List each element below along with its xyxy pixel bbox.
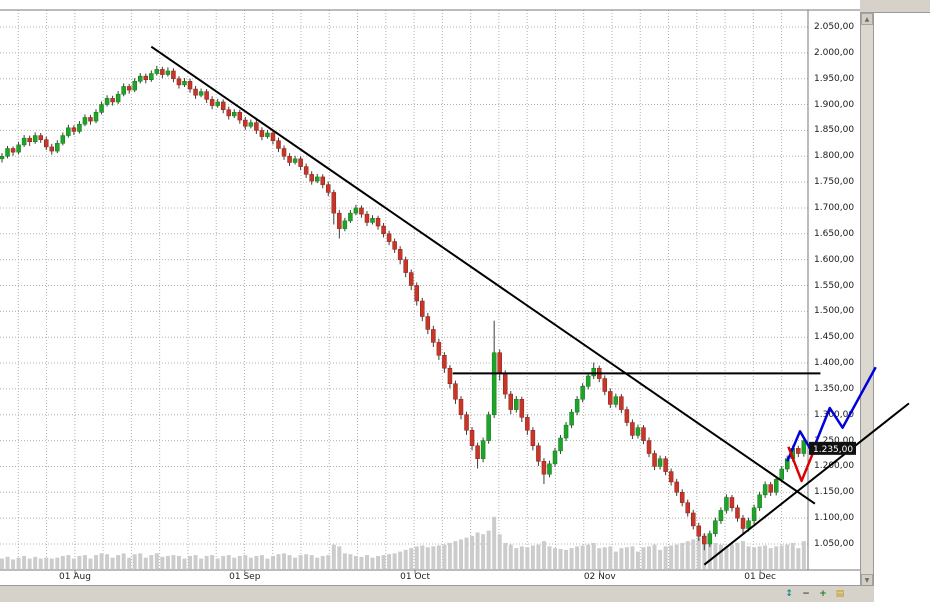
bullish-projection[interactable]	[786, 366, 877, 462]
date-tick-label: 01 Dec	[744, 572, 777, 582]
price-tick-label: 1.500,00	[814, 306, 855, 317]
price-tick-label: 1.050,00	[814, 539, 855, 549]
gridlines	[0, 10, 808, 570]
right-panel	[874, 13, 930, 602]
price-tick-label: 1.800,00	[814, 151, 855, 162]
price-tick-label: 1.350,00	[814, 383, 855, 394]
date-axis: 01 Aug 01 Sep 01 Oct 02 Nov 01 Dec	[0, 571, 810, 585]
price-tick-label: 1.550,00	[814, 280, 855, 291]
date-tick-label: 01 Oct	[400, 572, 431, 582]
price-tick-label: 1.600,00	[814, 254, 855, 265]
price-tick-label: 1.450,00	[814, 332, 855, 343]
trendlines	[150, 45, 910, 566]
date-tick-label: 01 Aug	[59, 572, 91, 582]
price-tick-label: 1.850,00	[814, 125, 855, 136]
window-corner	[860, 0, 930, 13]
price-tick-label: 1.950,00	[814, 73, 855, 84]
price-tick-label: 1.900,00	[814, 99, 855, 110]
scroll-up-button[interactable]: ▲	[861, 13, 873, 25]
price-tick-label: 1.250,00	[814, 435, 855, 446]
bearish-projection[interactable]	[787, 446, 815, 483]
price-tick-label: 1.200,00	[814, 461, 855, 472]
status-bar: ↕ − + ▤	[0, 585, 874, 602]
plot-border	[0, 9, 860, 571]
ascending-trendline[interactable]	[703, 402, 910, 566]
price-tick-label: 1.100,00	[814, 513, 855, 524]
date-ticks	[74, 570, 761, 574]
vertical-scrollbar[interactable]: ▲ ▼	[860, 13, 874, 586]
status-bar-icons: ↕ − + ▤	[783, 588, 846, 600]
price-marker: 1.235,00	[809, 441, 856, 455]
price-tick-label: 2.050,00	[814, 22, 855, 32]
date-tick-label: 02 Nov	[583, 572, 616, 582]
price-tick-label: 2.000,00	[814, 47, 855, 58]
price-tick-label: 1.150,00	[814, 487, 855, 498]
date-tick-label: 01 Sep	[229, 572, 261, 582]
zoom-in-icon[interactable]: +	[819, 589, 827, 599]
price-tick-label: 1.650,00	[814, 228, 855, 239]
price-tick-label: 1.700,00	[814, 202, 855, 213]
projection-lines	[786, 366, 877, 483]
document-icon[interactable]: ▤	[835, 589, 845, 599]
price-tick-label: 1.750,00	[814, 177, 855, 188]
price-tick-label: 1.400,00	[814, 358, 855, 369]
scale-icon[interactable]: ↕	[785, 589, 793, 599]
descending-trendline[interactable]	[150, 45, 816, 505]
zoom-out-icon[interactable]: −	[802, 589, 810, 599]
candles	[0, 65, 807, 551]
volume-bars	[0, 516, 806, 569]
svg-text:1.235,00: 1.235,00	[813, 445, 853, 455]
